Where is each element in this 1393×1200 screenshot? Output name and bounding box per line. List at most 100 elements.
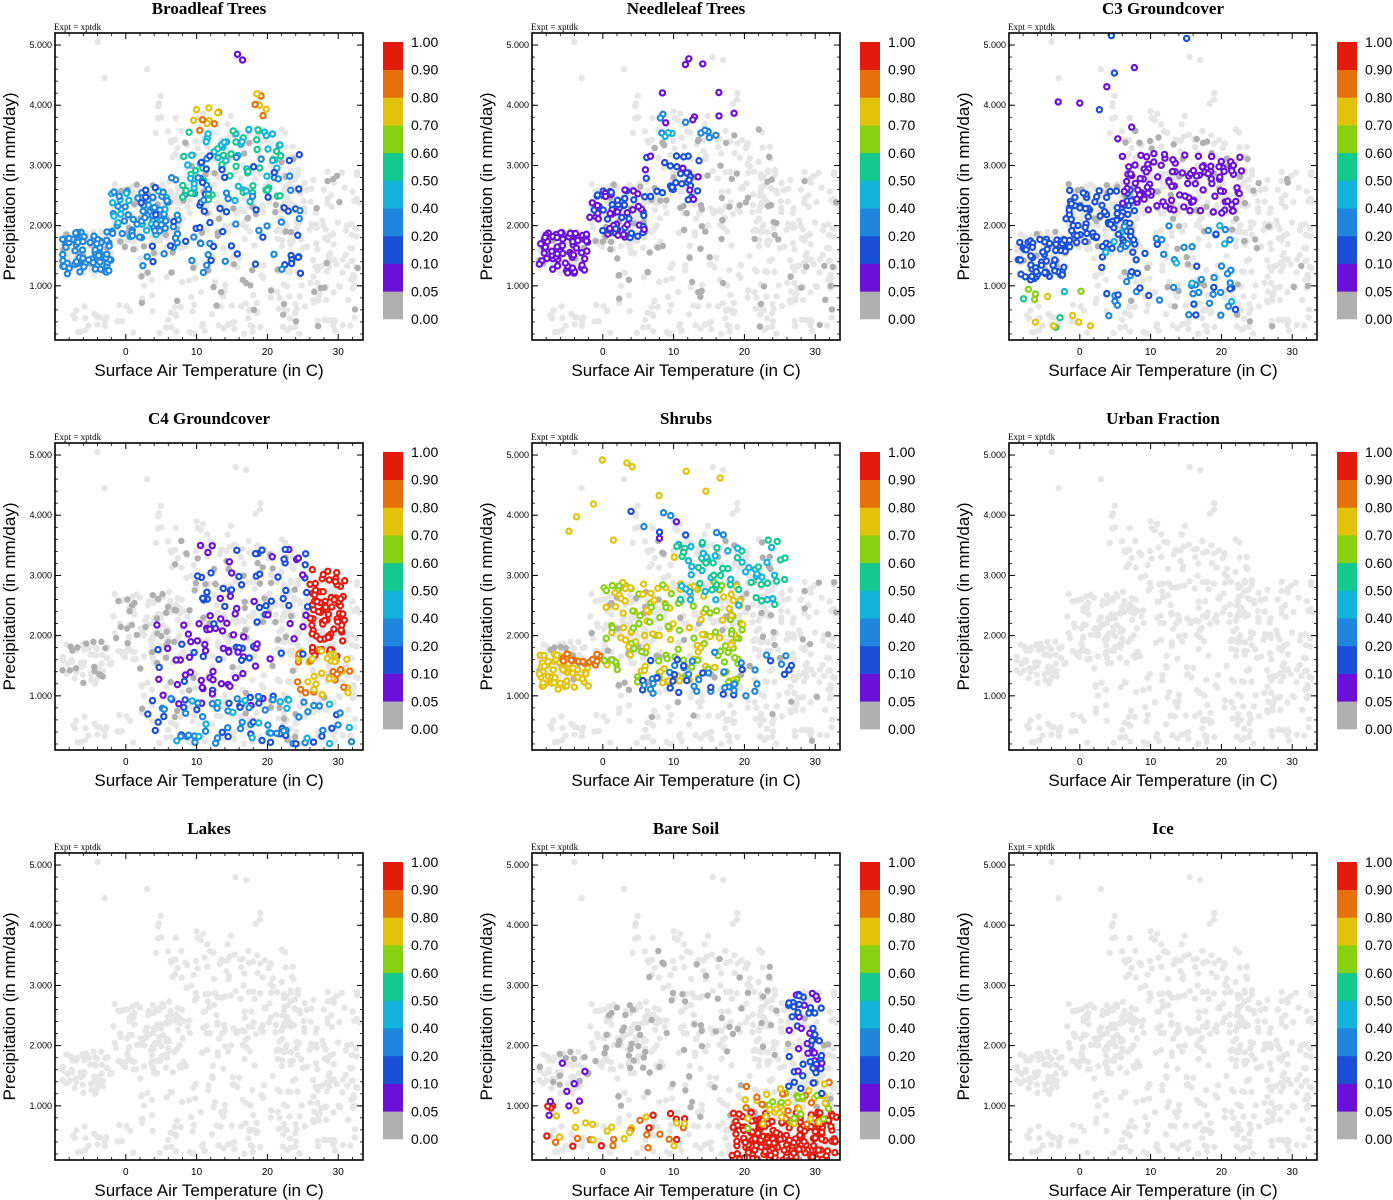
- background-point: [1159, 267, 1166, 274]
- zero-point: [241, 150, 248, 157]
- zero-point: [313, 205, 320, 212]
- data-point: [1021, 273, 1030, 281]
- background-point: [1107, 205, 1115, 212]
- data-point: [1150, 158, 1158, 166]
- data-point: [325, 739, 334, 748]
- zero-point: [164, 603, 172, 610]
- data-point: [277, 218, 286, 226]
- background-point: [1179, 228, 1186, 235]
- data-point: [1131, 179, 1140, 187]
- background-point: [347, 322, 354, 329]
- zero-point: [267, 704, 274, 711]
- data-point: [120, 217, 129, 225]
- colorbar-box: [383, 452, 403, 480]
- background-point: [749, 201, 757, 208]
- background-point: [701, 321, 709, 328]
- background-point: [789, 240, 797, 247]
- background-point: [231, 318, 238, 326]
- zero-point: [1241, 199, 1249, 207]
- background-point: [1284, 241, 1291, 248]
- data-point: [1058, 271, 1067, 279]
- background-point: [157, 92, 164, 100]
- zero-point: [144, 269, 151, 276]
- data-point: [1065, 206, 1073, 214]
- background-point: [256, 170, 263, 177]
- zero-point: [242, 627, 249, 634]
- data-point: [245, 125, 253, 134]
- zero-point: [74, 644, 81, 651]
- background-point: [1264, 297, 1271, 304]
- data-point: [268, 156, 277, 165]
- data-point: [606, 224, 614, 233]
- data-point: [285, 601, 293, 610]
- data-point: [1124, 163, 1133, 171]
- y-tick-label: 4.000: [29, 510, 52, 520]
- background-point: [123, 713, 130, 720]
- zero-point: [351, 306, 359, 313]
- y-tick-label: 5.000: [506, 40, 529, 50]
- background-point: [738, 137, 745, 144]
- background-point: [199, 323, 206, 330]
- x-tick-label: 30: [1287, 347, 1299, 358]
- data-point: [266, 655, 274, 663]
- background-point: [174, 554, 181, 562]
- data-point: [187, 151, 196, 159]
- data-point: [300, 698, 308, 706]
- data-point: [344, 689, 352, 697]
- data-point: [219, 151, 227, 159]
- data-point: [1024, 285, 1033, 293]
- background-point: [325, 662, 332, 670]
- data-point: [253, 145, 261, 154]
- data-point: [1160, 150, 1169, 159]
- background-point: [1266, 240, 1274, 247]
- background-point: [142, 617, 149, 624]
- data-point: [1019, 295, 1028, 303]
- data-point: [179, 181, 187, 190]
- data-point: [290, 635, 298, 643]
- background-point: [830, 233, 837, 240]
- data-point: [1113, 301, 1122, 309]
- zero-point: [1203, 138, 1211, 145]
- background-point: [1307, 171, 1315, 179]
- zero-point: [250, 306, 258, 313]
- data-point: [1159, 250, 1168, 258]
- data-point: [150, 203, 159, 212]
- background-point: [324, 200, 331, 207]
- data-point: [315, 702, 324, 710]
- background-point: [172, 136, 179, 143]
- background-point: [826, 188, 833, 195]
- zero-point: [670, 174, 677, 181]
- zero-point: [314, 323, 322, 330]
- data-point: [216, 204, 224, 213]
- background-point: [682, 267, 689, 274]
- data-point: [187, 189, 195, 197]
- zero-point: [659, 139, 666, 146]
- background-point: [642, 316, 649, 324]
- data-point: [1168, 167, 1177, 176]
- background-point: [1110, 329, 1117, 337]
- background-point: [761, 268, 769, 275]
- colorbar-box: [860, 97, 880, 126]
- data-point: [1075, 318, 1083, 326]
- background-point: [190, 711, 198, 718]
- background-point: [1252, 282, 1259, 289]
- data-point: [1192, 172, 1201, 180]
- data-point: [308, 565, 316, 574]
- data-point: [1049, 322, 1058, 330]
- background-point: [792, 263, 800, 270]
- zero-point: [115, 597, 122, 605]
- background-point: [729, 100, 736, 107]
- data-point: [641, 192, 649, 201]
- background-point: [571, 321, 578, 328]
- background-point: [677, 110, 684, 118]
- background-point: [293, 225, 300, 232]
- background-point: [1280, 232, 1288, 239]
- data-point: [603, 215, 612, 223]
- background-point: [241, 330, 248, 337]
- background-point: [1299, 296, 1306, 303]
- data-point: [630, 196, 638, 204]
- x-tick-label: 10: [191, 347, 203, 358]
- background-point: [1128, 144, 1135, 152]
- background-point: [787, 297, 794, 304]
- data-point: [188, 256, 196, 265]
